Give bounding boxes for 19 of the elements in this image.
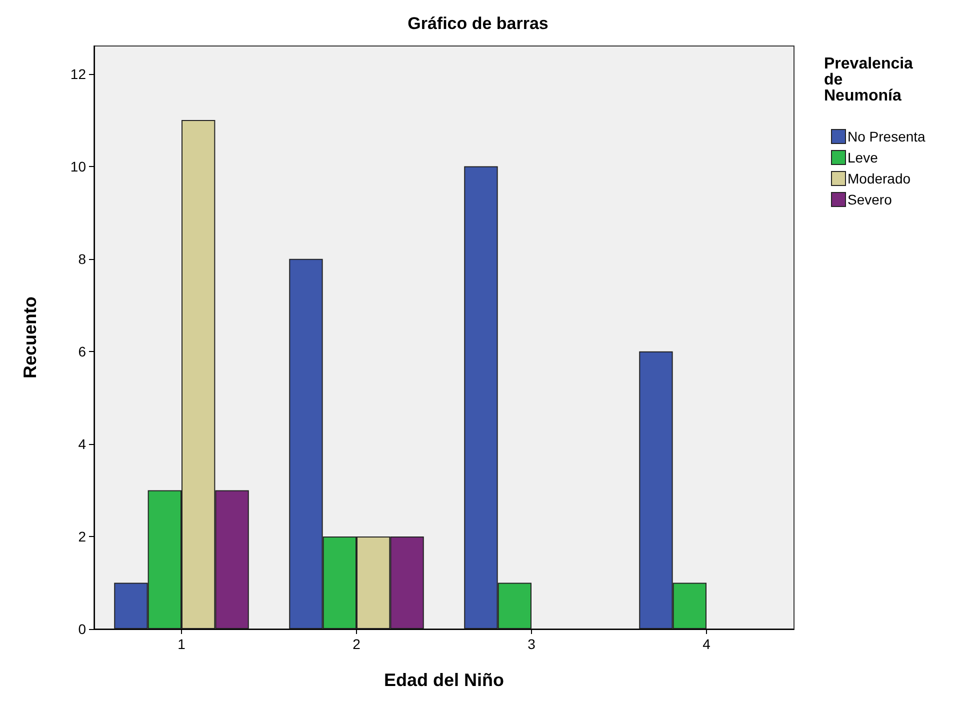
y-tick-label: 4 [78,436,86,452]
x-tick-label: 2 [352,636,361,652]
x-tick-label: 4 [702,636,711,652]
x-axis-title: Edad del Niño [384,670,504,690]
legend-label: Leve [848,150,878,166]
legend-label: No Presenta [848,128,926,144]
y-tick-label: 0 [78,621,86,637]
x-tick-label: 1 [178,636,186,652]
chart-title: Gráfico de barras [408,14,548,33]
legend-title: Prevalencia de Neumonía [824,56,914,104]
y-tick-label: 10 [70,158,86,174]
x-tick-label: 3 [528,636,536,652]
legend-label: Moderado [848,170,911,186]
y-tick-label: 2 [78,528,86,544]
y-tick-label: 6 [78,343,86,360]
legend-label: Severo [848,192,892,208]
y-tick-label: 12 [70,66,86,82]
y-axis-title: Recuento [20,296,40,379]
y-tick-label: 8 [78,250,86,267]
